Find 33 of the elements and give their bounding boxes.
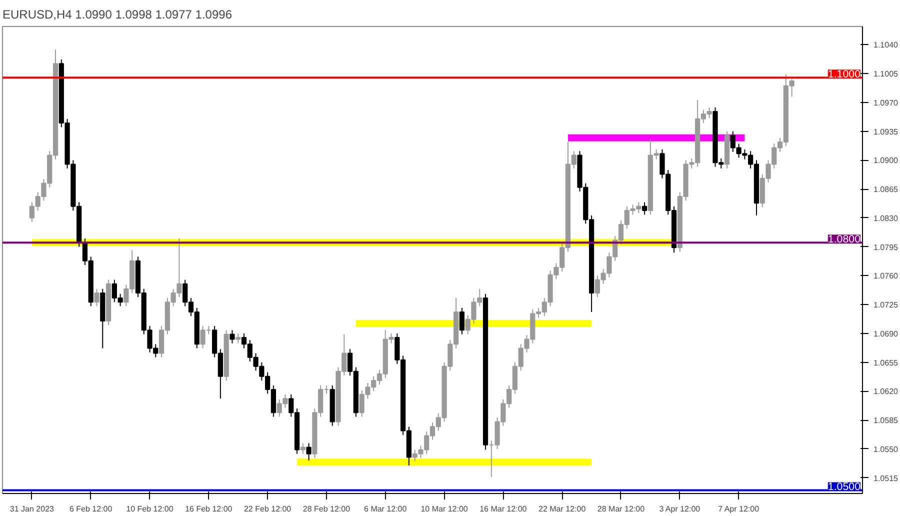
y-tick-label: 1.0515 [874, 474, 899, 483]
x-tick-label: 22 Feb 12:00 [244, 504, 292, 514]
x-tick-label: 28 Mar 12:00 [597, 504, 646, 514]
x-tick-label: 31 Jan 2023 [10, 504, 55, 514]
x-tick-label: 10 Feb 12:00 [126, 504, 174, 514]
y-tick-label: 1.1040 [874, 40, 899, 50]
y-tick-label: 1.0830 [874, 214, 899, 223]
y-tick-label: 1.0795 [874, 242, 899, 252]
x-tick-label: 16 Feb 12:00 [185, 504, 233, 514]
y-tick-label: 1.0725 [874, 300, 899, 310]
x-tick-label: 7 Apr 12:00 [718, 504, 760, 514]
x-tick-label: 10 Mar 12:00 [420, 504, 468, 514]
y-tick-label: 1.1005 [874, 70, 899, 79]
y-tick-label: 1.0620 [874, 387, 899, 396]
y-tick-label: 1.0550 [874, 444, 899, 454]
y-tick-label: 1.0690 [874, 329, 899, 338]
ref-line-label: 1.0500 [828, 481, 861, 494]
y-tick-label: 1.0655 [874, 358, 899, 368]
ref-line-label: 1.1000 [828, 68, 861, 81]
x-tick-label: 16 Mar 12:00 [480, 504, 528, 514]
chart-title: EURUSD,H4 1.0990 1.0998 1.0977 1.0996 [2, 8, 232, 22]
x-tick-label: 22 Mar 12:00 [538, 504, 586, 514]
x-tick-label: 28 Feb 12:00 [302, 504, 351, 514]
x-tick-label: 3 Apr 12:00 [659, 504, 701, 514]
ref-line-label: 1.0800 [828, 234, 861, 246]
y-tick-label: 1.0900 [874, 156, 899, 166]
y-tick-label: 1.0935 [874, 127, 899, 136]
y-tick-label: 1.0760 [874, 272, 899, 281]
y-tick-label: 1.0865 [874, 185, 899, 194]
y-tick-label: 1.0970 [874, 98, 899, 108]
y-tick-label: 1.0585 [874, 416, 899, 426]
x-tick-label: 6 Mar 12:00 [364, 504, 408, 514]
x-tick-label: 6 Feb 12:00 [70, 504, 113, 514]
